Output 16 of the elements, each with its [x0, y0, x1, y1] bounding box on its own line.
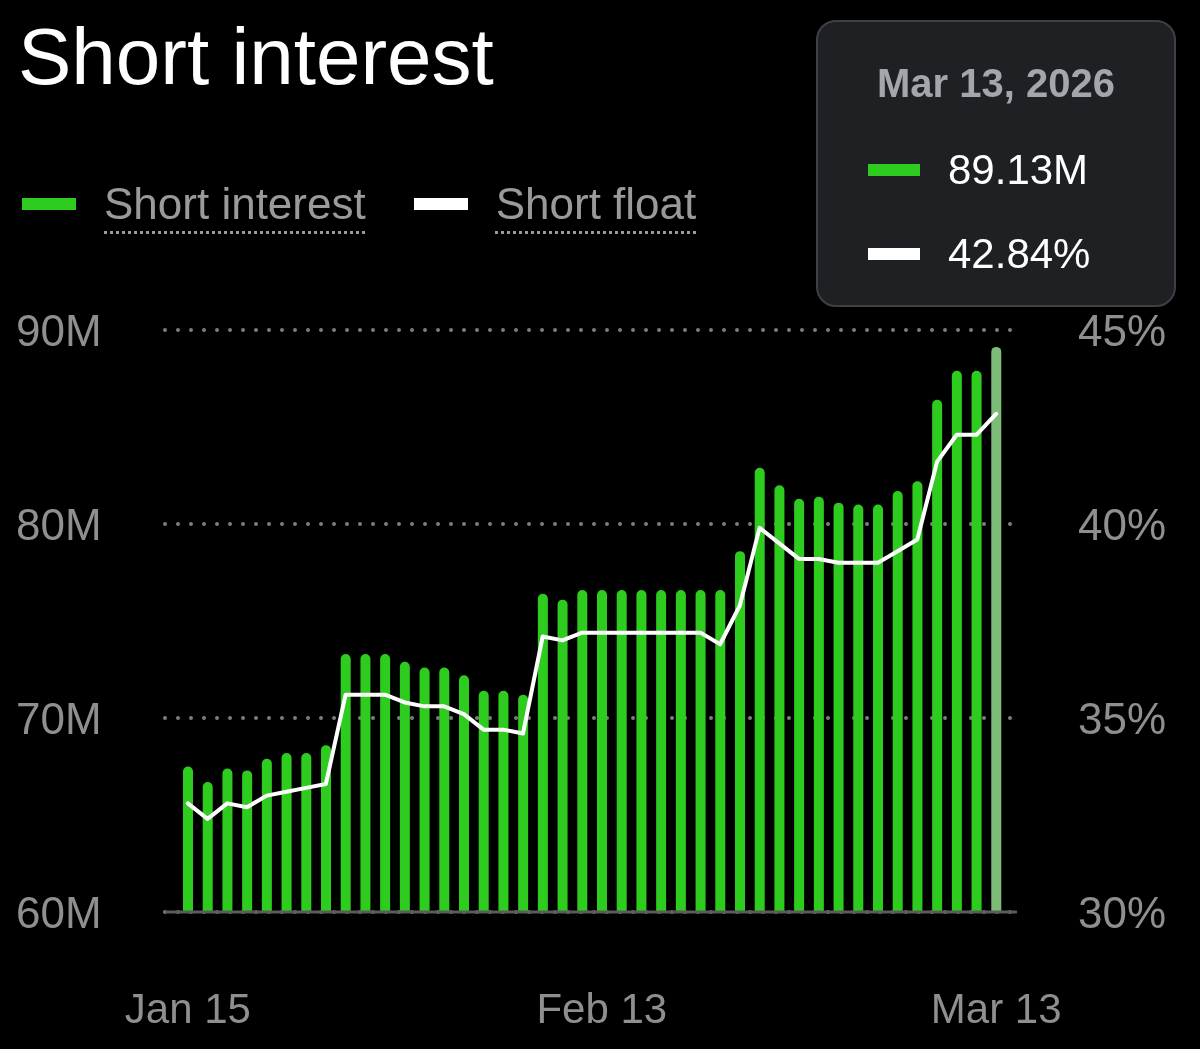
- y2-tick-label: 35%: [1078, 693, 1167, 743]
- y-tick-label: 80M: [16, 499, 102, 549]
- y2-tick-label: 30%: [1078, 887, 1167, 937]
- x-tick-label: Feb 13: [536, 984, 668, 1032]
- y2-tick-label: 45%: [1078, 305, 1167, 355]
- tooltip: Mar 13, 2026 89.13M 42.84%: [816, 20, 1176, 307]
- y-tick-label: 60M: [16, 887, 102, 937]
- x-tick-label: Mar 13: [930, 984, 1062, 1032]
- y-tick-label: 90M: [16, 305, 102, 355]
- legend-label: Short interest: [104, 179, 366, 228]
- line-series: [185, 411, 999, 821]
- y2-tick-label: 40%: [1078, 499, 1167, 549]
- chart-title: Short interest: [18, 12, 494, 101]
- x-tick-label: Jan 15: [124, 984, 251, 1032]
- legend-label: Short float: [495, 179, 697, 228]
- y-tick-label: 70M: [16, 693, 102, 743]
